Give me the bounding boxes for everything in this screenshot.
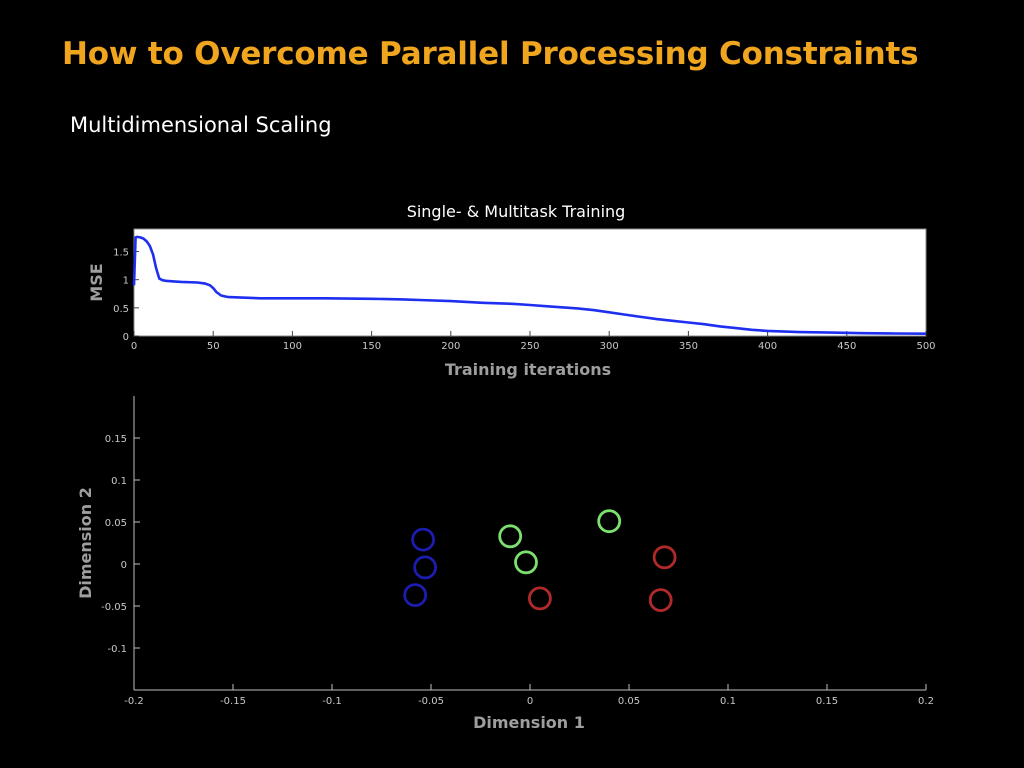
mse-y-axis-title: MSE (87, 263, 106, 301)
mse-x-tick-label: 100 (283, 341, 302, 352)
mds-x-tick-label: 0.15 (816, 696, 838, 707)
mse-x-tick-label: 250 (520, 341, 539, 352)
mds-x-tick-label: 0 (527, 696, 533, 707)
mds-x-tick-label: -0.1 (322, 696, 342, 707)
mse-x-tick-label: 400 (758, 341, 777, 352)
mse-y-tick-label: 1 (123, 276, 129, 287)
mse-x-axis-title: Training iterations (445, 360, 611, 379)
mse-chart-title: Single- & Multitask Training (407, 202, 626, 221)
mse-x-tick-label: 300 (600, 341, 619, 352)
mds-y-axis-title: Dimension 2 (76, 487, 95, 599)
mds-x-tick-label: -0.15 (220, 696, 246, 707)
mse-y-tick-label: 0.5 (113, 304, 129, 315)
mds-point (597, 509, 622, 534)
mds-point (498, 524, 523, 549)
mds-point (528, 586, 552, 611)
mds-point (411, 527, 436, 552)
mds-y-tick-label: -0.1 (107, 644, 127, 655)
mds-y-tick-label: 0.05 (105, 518, 127, 529)
mse-x-tick-label: 450 (837, 341, 856, 352)
mse-x-tick-label: 50 (207, 341, 220, 352)
mds-point (648, 588, 673, 612)
mse-series-line (132, 235, 927, 335)
mse-x-tick-label: 500 (916, 341, 935, 352)
mds-x-tick-label: -0.05 (418, 696, 444, 707)
mds-point (652, 545, 677, 570)
mds-y-tick-label: -0.05 (101, 602, 127, 613)
mds-x-tick-label: 0.1 (720, 696, 736, 707)
mds-y-tick-label: 0.1 (111, 476, 127, 487)
mds-y-tick-label: 0 (121, 560, 127, 571)
slide-subtitle: Multidimensional Scaling (70, 113, 332, 137)
mds-x-tick-label: 0.05 (618, 696, 640, 707)
mse-y-tick-label: 0 (123, 332, 129, 343)
mse-x-tick-label: 150 (362, 341, 381, 352)
mse-x-tick-label: 350 (679, 341, 698, 352)
mds-x-tick-label: -0.2 (124, 696, 144, 707)
mds-point (514, 550, 538, 575)
mds-x-tick-label: 0.2 (918, 696, 934, 707)
mse-x-tick-label: 0 (131, 341, 137, 352)
slide-title: How to Overcome Parallel Processing Cons… (62, 36, 919, 72)
mds-y-tick-label: 0.15 (105, 434, 127, 445)
mds-point (403, 583, 428, 607)
mse-y-tick-label: 1.5 (113, 248, 129, 259)
mse-plot-area (133, 228, 927, 337)
mds-x-axis-title: Dimension 1 (473, 713, 585, 732)
mse-x-tick-label: 200 (441, 341, 460, 352)
mds-point (413, 555, 438, 580)
